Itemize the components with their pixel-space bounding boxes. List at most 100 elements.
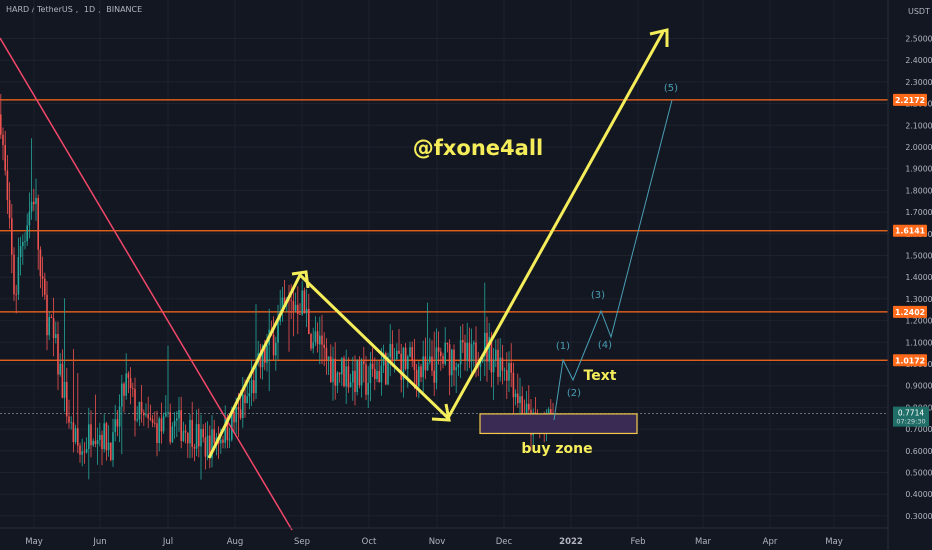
candle-body [521,396,523,415]
candle-body [411,347,413,361]
price-tick-label: 0.5000 [905,469,932,478]
candle-body [48,316,50,336]
price-tick-label: 0.3000 [905,512,932,521]
price-tick-label: 1.1000 [905,338,932,347]
candle-body [393,359,396,361]
candle-body [17,257,20,295]
price-tick-label: 1.8000 [905,186,932,195]
candle-body [508,362,510,381]
candle-body [79,445,81,455]
candle-body [275,342,277,356]
candle-body [415,369,418,387]
candle-body [281,297,284,312]
candle-body [363,361,365,365]
candle-body [477,366,479,368]
time-axis: May Jun Jul Aug Sep Oct Nov Dec 2022 Feb Mar Apr May [25,537,843,547]
symbol-pair[interactable]: HARD / TetherUS [6,5,73,14]
candle-body [358,360,361,386]
candle-body [341,358,343,375]
candle-body [327,356,330,360]
price-tick-label: 1.9000 [905,165,932,174]
candle-body [22,241,24,247]
candle-body [319,335,321,345]
price-axis-background [888,0,932,550]
candle-body [466,342,468,361]
candle-body [180,410,182,441]
candle-body [433,370,435,383]
candle-body [85,448,88,453]
candle-body [52,318,55,339]
candle-body [380,365,383,383]
price-tick-label: 2.0000 [905,143,932,152]
interval[interactable]: 1D [83,5,96,14]
candle-body [259,353,262,368]
candle-body [305,308,308,314]
candle-body [145,414,147,416]
candle-body [151,419,154,423]
candle-body [360,361,363,386]
candle-body [418,366,420,387]
candle-body [378,371,380,383]
candle-body [426,362,429,371]
descending-trendline[interactable] [0,37,293,531]
price-tick-label: 2.5000 [905,35,932,44]
currency-label: USDT [908,7,930,16]
candle-body [44,278,46,295]
candle-body [332,358,334,383]
candle-body [385,353,387,385]
candle-body [352,370,354,383]
candle-body [387,357,389,385]
level-price-label: 1.6141 [895,227,925,236]
buy-zone-box[interactable] [479,413,638,435]
watermark-text: @fxone4all [413,136,543,160]
candle-body [99,434,101,440]
candle-body [19,246,22,258]
candle-body [453,349,455,371]
candle-body [404,347,407,369]
candle-body [455,367,457,371]
candle-body [127,373,130,378]
candle-body [424,356,427,371]
candle-body [475,342,477,367]
wave-projection-path[interactable] [553,99,673,421]
candle-body [165,412,167,417]
candle-body [323,344,325,348]
time-axis-label: Nov [429,537,446,547]
candle-body [59,363,61,375]
candle-body [459,340,462,365]
horizontal-levels [0,99,888,415]
candle-body [191,419,193,447]
candle-body [94,440,97,445]
candle-body [237,407,240,410]
candle-body [147,414,149,419]
candle-body [354,370,356,393]
time-axis-label: Sep [294,537,310,547]
candle-body [437,347,440,352]
level-price-tag [893,305,927,318]
candle-body [299,313,301,315]
candles [0,94,554,480]
candle-body [61,363,64,398]
candle-body [33,201,35,205]
candle-body [96,439,99,445]
candle-body [140,401,143,413]
chart-header: HARD / TetherUS, 1D, BINANCE [6,5,143,14]
candle-body [462,340,464,343]
candle-body [316,331,319,345]
candle-body [66,382,68,417]
candle-body [312,342,314,349]
price-tick-label: 2.3000 [905,78,932,87]
candle-body [292,301,295,311]
candle-body [116,419,119,427]
price-tick-label: 0.6000 [905,447,932,456]
candle-body [11,218,13,255]
level-price-tag [893,354,927,367]
wave-label: (4) [598,340,612,351]
wave-label: (3) [591,290,605,301]
candle-body [303,290,306,314]
candle-body [235,407,237,423]
candle-body [182,430,185,441]
candle-body [497,349,499,377]
candle-body [261,346,264,368]
